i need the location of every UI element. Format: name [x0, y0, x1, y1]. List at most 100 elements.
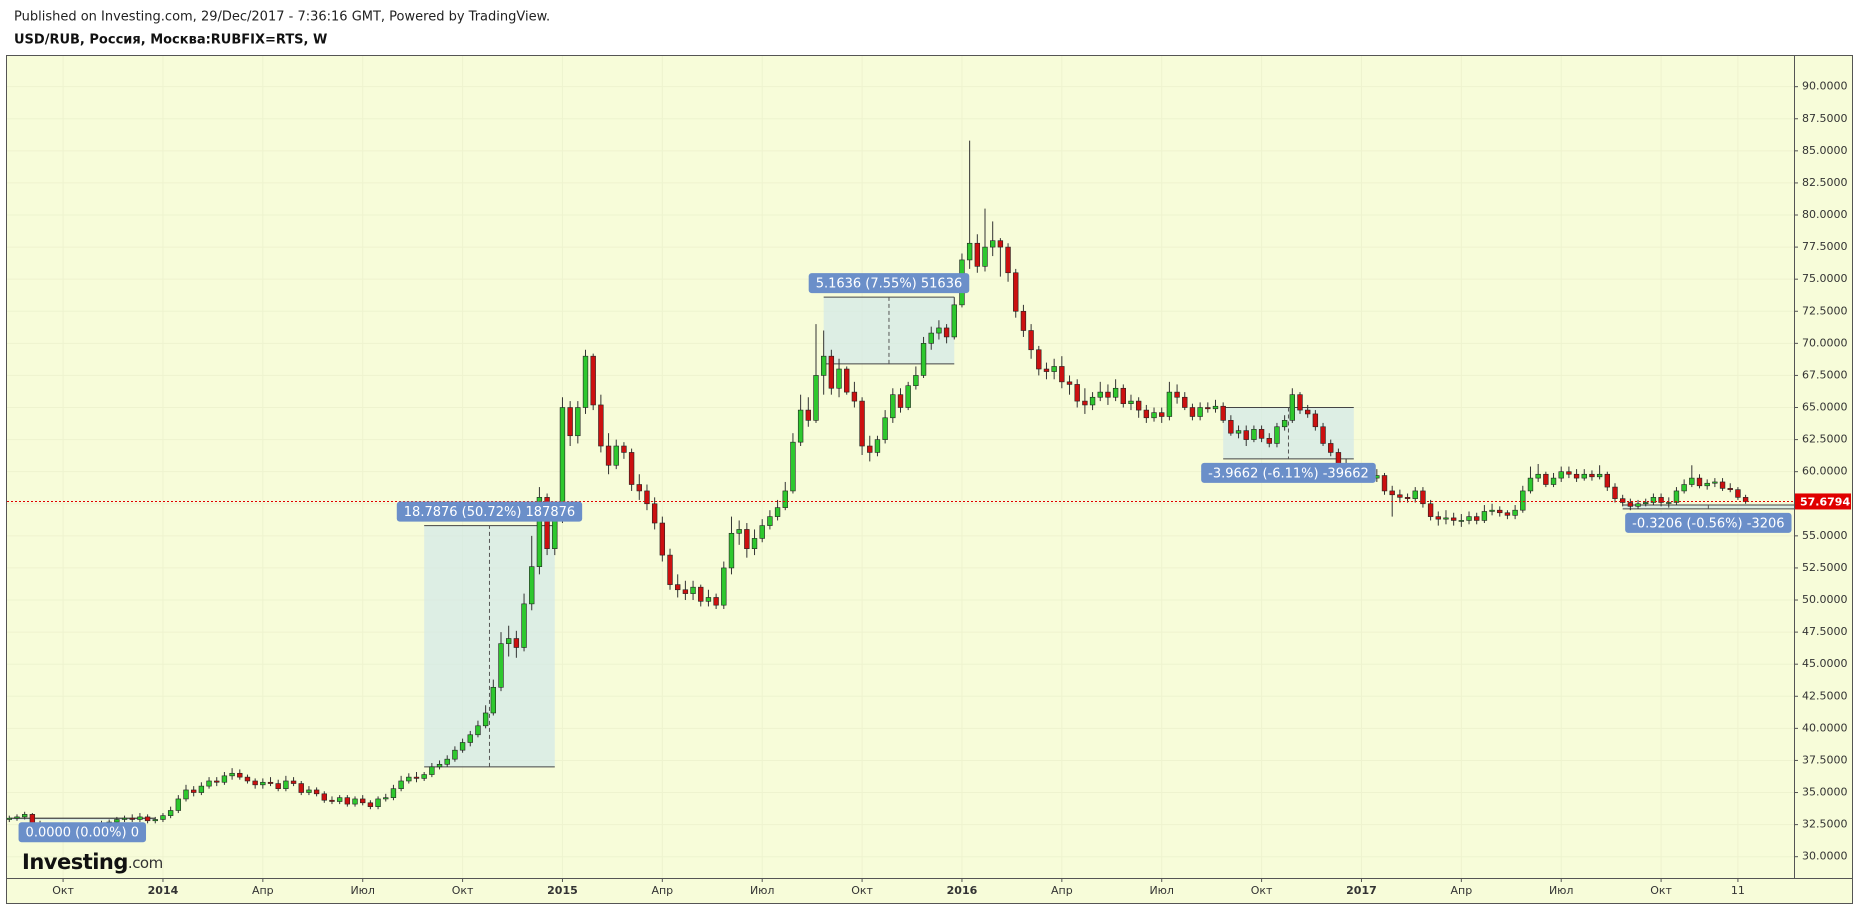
candle-body [1397, 494, 1403, 498]
candle-body [675, 584, 681, 591]
candle-body [336, 797, 343, 802]
candle-body [1220, 405, 1226, 421]
candle-body [651, 503, 658, 524]
candle-body [882, 417, 888, 440]
candle-body [482, 712, 489, 727]
candle-body [1458, 520, 1465, 522]
candle-body [613, 445, 619, 466]
candle-body [144, 816, 151, 822]
candle-body [1289, 394, 1296, 421]
candle-body [767, 516, 773, 526]
candle-body [1205, 407, 1211, 410]
candle-body [267, 781, 274, 784]
plot-area [7, 56, 1794, 878]
y-tick-label: 35.0000 [1802, 786, 1848, 799]
y-tick-label: 67.5000 [1802, 368, 1848, 381]
candle-body [836, 368, 842, 389]
candle-body [1112, 387, 1119, 398]
candle-body [966, 242, 973, 261]
candle-body [759, 525, 765, 539]
candle-body [698, 586, 704, 602]
candle-body [421, 774, 427, 779]
y-tick-label: 55.0000 [1802, 529, 1848, 542]
candle-body [682, 589, 689, 594]
y-tick-label: 87.5000 [1802, 112, 1848, 125]
measure-label: 18.7876 (50.72%) 187876 [396, 501, 583, 522]
candle-body [951, 304, 957, 338]
candle-body [1320, 426, 1326, 444]
measure-label-text: 5.1636 (7.55%) 51636 [816, 277, 963, 292]
candle-body [1696, 477, 1703, 487]
candle-body [1658, 497, 1664, 503]
candle-body [774, 507, 781, 517]
candle-body [252, 780, 258, 786]
candle-body [1527, 477, 1534, 492]
x-tick-label: 11 [1731, 884, 1745, 897]
candle-body [1074, 384, 1080, 402]
axes: 30.0000 32.5000 35.0000 37.5000 40.0000 42.50… [52, 80, 1851, 897]
candle-body [413, 776, 420, 779]
candle-body [782, 490, 788, 508]
logo-main: Investing [22, 850, 128, 874]
candle-body [575, 407, 581, 437]
candle-body [459, 742, 466, 751]
x-tick-label: 2017 [1346, 884, 1377, 897]
candle-body [1189, 407, 1196, 417]
x-tick-label: Июл [750, 884, 775, 897]
candle-body [1704, 482, 1710, 487]
x-tick-label: Апр [252, 884, 274, 897]
candle-body [997, 240, 1004, 248]
last-price-label: 57.6794 [1800, 495, 1850, 508]
candle-body [936, 327, 942, 334]
y-tick-label: 77.5000 [1802, 240, 1848, 253]
candle-body [1305, 409, 1311, 415]
candle-body [1059, 366, 1065, 383]
candle-body [1520, 490, 1526, 511]
candle-body [1604, 473, 1610, 488]
time-axis-area [7, 878, 1852, 903]
candle-body [21, 814, 28, 818]
candle-body [1573, 473, 1580, 479]
candle-body [1404, 497, 1411, 499]
candle-body [1673, 490, 1680, 503]
measure-label-box [1625, 512, 1792, 533]
candle-body [1089, 396, 1096, 406]
candle-body [728, 532, 735, 569]
y-tick-label: 85.0000 [1802, 144, 1848, 157]
candle-body [813, 375, 819, 421]
candle-body [1612, 486, 1618, 499]
candle-body [943, 327, 950, 338]
candle-body [1389, 490, 1395, 496]
candle-body [1412, 490, 1418, 499]
candle-body [360, 798, 366, 804]
candle-body [1435, 516, 1441, 520]
candle-body [221, 775, 228, 783]
candle-body [1497, 509, 1503, 514]
y-tick-label: 90.0000 [1802, 80, 1848, 93]
candle-body [1443, 517, 1449, 520]
candle-body [444, 758, 450, 765]
candle-body [928, 332, 934, 344]
candle-body [175, 798, 182, 811]
y-tick-label: 30.0000 [1802, 850, 1848, 863]
candle-body [659, 522, 666, 556]
candle-body [1097, 391, 1103, 398]
candle-body [1013, 272, 1019, 312]
y-tick-label: 40.0000 [1802, 721, 1848, 734]
candle-body [1197, 407, 1203, 417]
candle-body [390, 788, 397, 798]
y-tick-label: 82.5000 [1802, 176, 1848, 189]
candle-body [513, 638, 520, 648]
candle-body [152, 819, 158, 822]
candle-body [590, 355, 596, 406]
candle-body [1666, 502, 1672, 504]
y-tick-label: 70.0000 [1802, 336, 1848, 349]
annotations-layer [9, 296, 1794, 821]
candle-body [1489, 509, 1495, 512]
measure-label-text: 0.0000 (0.00%) 0 [26, 826, 139, 841]
candle-body [1627, 502, 1634, 507]
candle-body [275, 783, 281, 789]
candle-body [214, 780, 220, 783]
candle-body [1281, 420, 1288, 428]
x-tick-label: Июл [350, 884, 375, 897]
